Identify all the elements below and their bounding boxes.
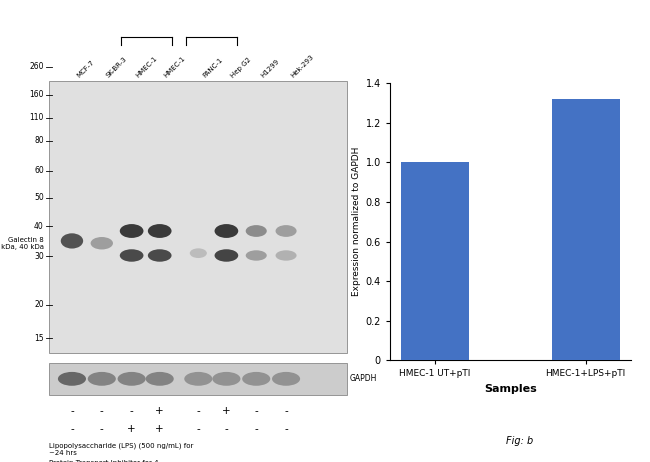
Text: -: - <box>284 406 288 416</box>
Y-axis label: Expression normalized to GAPDH: Expression normalized to GAPDH <box>352 147 361 297</box>
Text: 160: 160 <box>29 90 44 99</box>
Text: 80: 80 <box>34 136 44 146</box>
Text: -: - <box>196 424 200 434</box>
Ellipse shape <box>185 372 213 386</box>
Ellipse shape <box>58 372 86 386</box>
Text: +: + <box>127 424 136 434</box>
Text: MCF-7: MCF-7 <box>75 59 95 79</box>
Text: 30: 30 <box>34 252 44 261</box>
Text: +: + <box>155 406 164 416</box>
Text: +: + <box>155 424 164 434</box>
Text: Fig: b: Fig: b <box>506 436 534 446</box>
Text: Galectin 8
~36 kDa, 40 kDa: Galectin 8 ~36 kDa, 40 kDa <box>0 237 44 250</box>
Text: 15: 15 <box>34 334 44 343</box>
Text: -: - <box>254 406 258 416</box>
Bar <box>49 363 348 395</box>
Ellipse shape <box>120 249 144 261</box>
Ellipse shape <box>214 224 239 238</box>
Text: 260: 260 <box>29 62 44 72</box>
Text: -: - <box>224 424 228 434</box>
Text: -: - <box>100 406 103 416</box>
Text: SK-BR-3: SK-BR-3 <box>105 55 128 79</box>
Bar <box>49 81 348 353</box>
Ellipse shape <box>146 372 174 386</box>
Text: 60: 60 <box>34 166 44 176</box>
Text: -: - <box>100 424 103 434</box>
Text: Hek-293: Hek-293 <box>290 54 315 79</box>
Ellipse shape <box>276 250 296 261</box>
Text: 20: 20 <box>34 300 44 310</box>
Ellipse shape <box>272 372 300 386</box>
Text: GAPDH: GAPDH <box>349 374 376 383</box>
Text: -: - <box>284 424 288 434</box>
Ellipse shape <box>148 249 172 261</box>
X-axis label: Samples: Samples <box>484 384 537 394</box>
Text: Lipopolysaccharide (LPS) (500 ng/mL) for
~24 hrs: Lipopolysaccharide (LPS) (500 ng/mL) for… <box>49 443 194 456</box>
Text: HMEC-1: HMEC-1 <box>135 55 159 79</box>
Text: -: - <box>254 424 258 434</box>
Text: PANC-1: PANC-1 <box>202 56 224 79</box>
Ellipse shape <box>246 225 266 237</box>
Text: 110: 110 <box>29 113 44 122</box>
Ellipse shape <box>120 224 144 238</box>
Text: 40: 40 <box>34 222 44 231</box>
Ellipse shape <box>246 250 266 261</box>
Text: H1299: H1299 <box>260 58 280 79</box>
Ellipse shape <box>88 372 116 386</box>
Bar <box>401 162 469 360</box>
Ellipse shape <box>213 372 240 386</box>
Text: -: - <box>130 406 133 416</box>
Text: -: - <box>70 406 74 416</box>
Ellipse shape <box>60 233 83 249</box>
Text: Hep G2: Hep G2 <box>230 56 252 79</box>
Ellipse shape <box>276 225 296 237</box>
Text: -: - <box>196 406 200 416</box>
Text: 50: 50 <box>34 193 44 202</box>
Text: Protein Transport Inhibitor for 4
hrs: Protein Transport Inhibitor for 4 hrs <box>49 460 159 462</box>
Text: +: + <box>222 406 231 416</box>
Text: -: - <box>70 424 74 434</box>
Ellipse shape <box>118 372 146 386</box>
Ellipse shape <box>148 224 172 238</box>
Bar <box>552 99 619 360</box>
Text: HMEC-1: HMEC-1 <box>163 55 187 79</box>
Ellipse shape <box>190 249 207 258</box>
Ellipse shape <box>242 372 270 386</box>
Ellipse shape <box>90 237 113 249</box>
Ellipse shape <box>214 249 239 261</box>
